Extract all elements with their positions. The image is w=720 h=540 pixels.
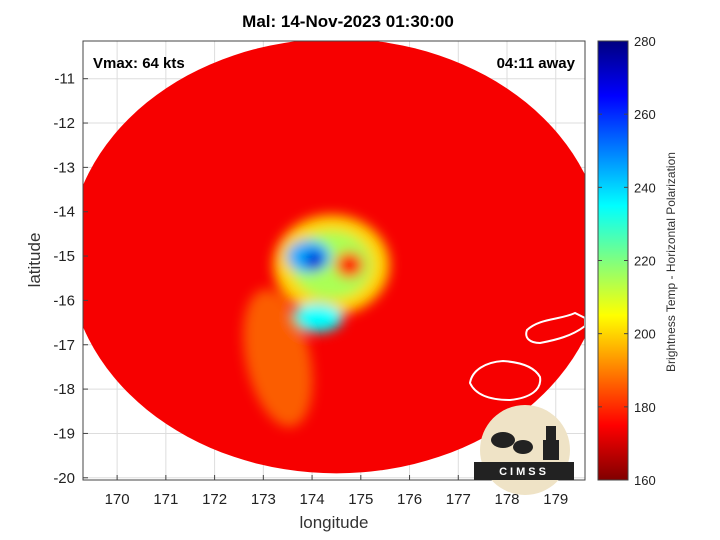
logo-tower [546,426,556,440]
eyewall-core [305,250,324,271]
eye [335,251,364,278]
y-ticks: -11 -12 -13 -14 -15 -16 -17 -18 -19 -20 [53,71,88,487]
y-tick-label: -20 [53,470,75,487]
colorbar-tick-label: 200 [634,327,656,342]
logo-text: CIMSS [499,466,549,478]
coastline-west [83,446,91,463]
x-tick-label: 175 [348,491,373,508]
x-tick-label: 174 [300,491,325,508]
x-tick-label: 172 [202,491,227,508]
coastline-viti-levu [468,359,542,402]
colorbar-tick-label: 220 [634,254,656,269]
rainband-south [290,304,343,333]
y-tick-label: -13 [53,159,75,176]
coastline-vanua-levu [525,311,585,345]
x-tick-label: 177 [446,491,471,508]
x-tick-label: 178 [495,491,520,508]
logo-tower-base [543,440,559,460]
colorbar-label: Brightness Temp - Horizontal Polarizatio… [664,152,678,372]
x-tick-label: 170 [105,491,130,508]
cimss-logo: CIMSS [474,405,574,495]
swath-layer [83,41,585,474]
x-ticks: 170 171 172 173 174 175 176 177 178 179 [105,475,568,508]
y-axis-label: latitude [25,233,44,288]
convective-features [243,214,390,427]
x-tick-label: 171 [153,491,178,508]
x-axis-label: longitude [299,513,368,532]
y-tick-label: -14 [53,204,75,221]
logo-dish-1 [491,432,515,448]
colorbar-tick-label: 160 [634,473,656,488]
colorbar-tick-label: 280 [634,34,656,49]
y-tick-label: -18 [53,381,75,398]
logo-dish-2 [513,440,533,454]
x-tick-label: 179 [543,491,568,508]
away-annotation: 04:11 away [497,55,576,72]
y-tick-label: -15 [53,248,75,265]
colorbar-tick-label: 240 [634,180,656,195]
chart-title: Mal: 14-Nov-2023 01:30:00 [242,12,454,31]
y-tick-label: -17 [53,337,75,354]
colorbar-tick-label: 180 [634,400,656,415]
colorbar-ticks: 160 180 200 220 240 260 280 [598,34,656,488]
trailing-band [243,289,313,427]
y-tick-label: -11 [54,71,75,88]
logo-banner [474,462,574,480]
y-tick-label: -16 [53,292,75,309]
colorbar [597,40,629,481]
axes-frame [82,40,586,481]
y-tick-label: -19 [53,425,75,442]
vmax-annotation: Vmax: 64 kts [93,55,185,72]
x-tick-label: 176 [397,491,422,508]
y-tick-label: -12 [53,115,75,132]
colorbar-tick-label: 260 [634,107,656,122]
x-tick-label: 173 [251,491,276,508]
